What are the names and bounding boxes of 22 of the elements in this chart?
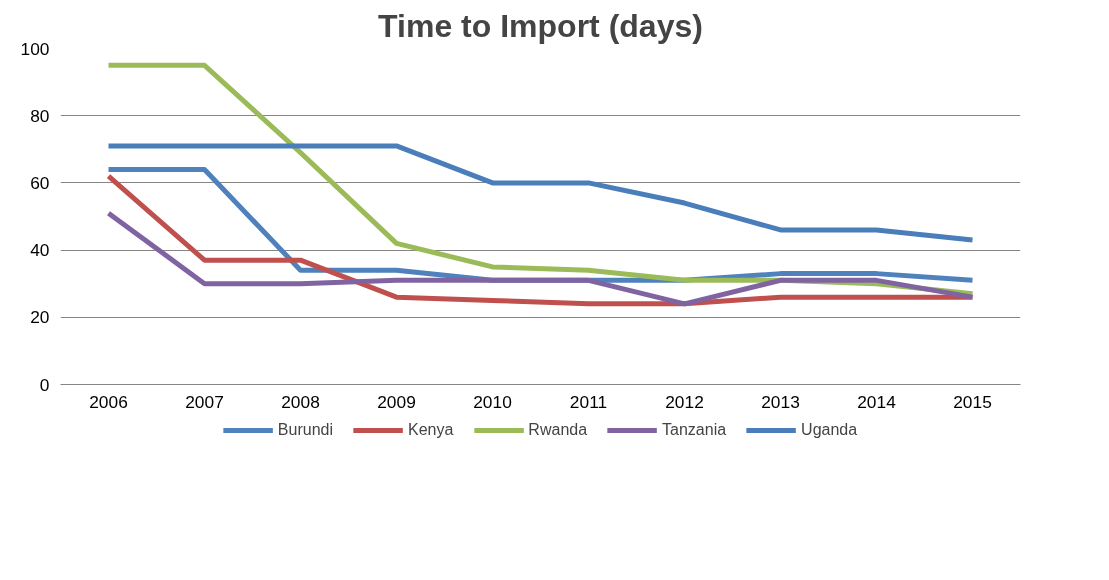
legend-label: Kenya bbox=[407, 421, 454, 439]
x-tick-label: 2007 bbox=[185, 391, 224, 412]
x-tick-label: 2015 bbox=[953, 391, 992, 412]
y-tick-label: 20 bbox=[30, 307, 50, 328]
y-tick-label: 100 bbox=[20, 38, 50, 59]
x-tick-label: 2008 bbox=[281, 391, 320, 412]
x-tick-label: 2013 bbox=[761, 391, 800, 412]
chart-title: Time to Import (days) bbox=[378, 7, 703, 44]
x-tick-label: 2010 bbox=[473, 391, 512, 412]
x-tick-label: 2012 bbox=[665, 391, 704, 412]
legend-label: Uganda bbox=[801, 421, 858, 439]
x-tick-label: 2011 bbox=[569, 391, 608, 412]
y-tick-label: 0 bbox=[39, 374, 50, 395]
legend-label: Tanzania bbox=[662, 421, 727, 439]
y-tick-label: 80 bbox=[30, 105, 50, 126]
y-tick-label: 60 bbox=[30, 172, 50, 193]
legend-label: Burundi bbox=[277, 421, 333, 439]
x-tick-label: 2014 bbox=[857, 391, 897, 412]
x-tick-label: 2009 bbox=[377, 391, 416, 412]
legend-label: Rwanda bbox=[528, 421, 588, 439]
y-tick-label: 40 bbox=[30, 240, 50, 261]
x-tick-label: 2006 bbox=[89, 391, 128, 412]
